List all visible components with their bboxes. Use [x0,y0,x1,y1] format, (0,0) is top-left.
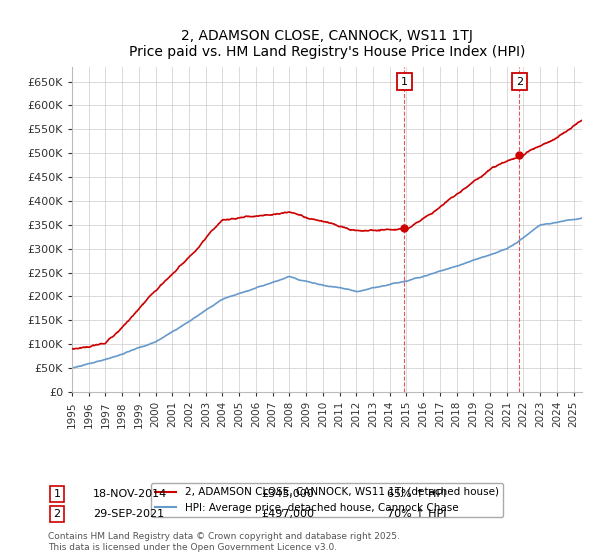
Text: 2: 2 [516,77,523,87]
Title: 2, ADAMSON CLOSE, CANNOCK, WS11 1TJ
Price paid vs. HM Land Registry's House Pric: 2, ADAMSON CLOSE, CANNOCK, WS11 1TJ Pric… [129,29,525,59]
Text: Contains HM Land Registry data © Crown copyright and database right 2025.
This d: Contains HM Land Registry data © Crown c… [48,532,400,552]
Text: 65% ↑ HPI: 65% ↑ HPI [387,489,446,499]
Text: 18-NOV-2014: 18-NOV-2014 [93,489,167,499]
Text: 2: 2 [53,509,61,519]
Text: 1: 1 [53,489,61,499]
Text: £497,000: £497,000 [261,509,314,519]
Text: £343,000: £343,000 [261,489,314,499]
Text: 29-SEP-2021: 29-SEP-2021 [93,509,164,519]
Text: 70% ↑ HPI: 70% ↑ HPI [387,509,446,519]
Legend: 2, ADAMSON CLOSE, CANNOCK, WS11 1TJ (detached house), HPI: Average price, detach: 2, ADAMSON CLOSE, CANNOCK, WS11 1TJ (det… [151,483,503,517]
Text: 1: 1 [401,77,408,87]
